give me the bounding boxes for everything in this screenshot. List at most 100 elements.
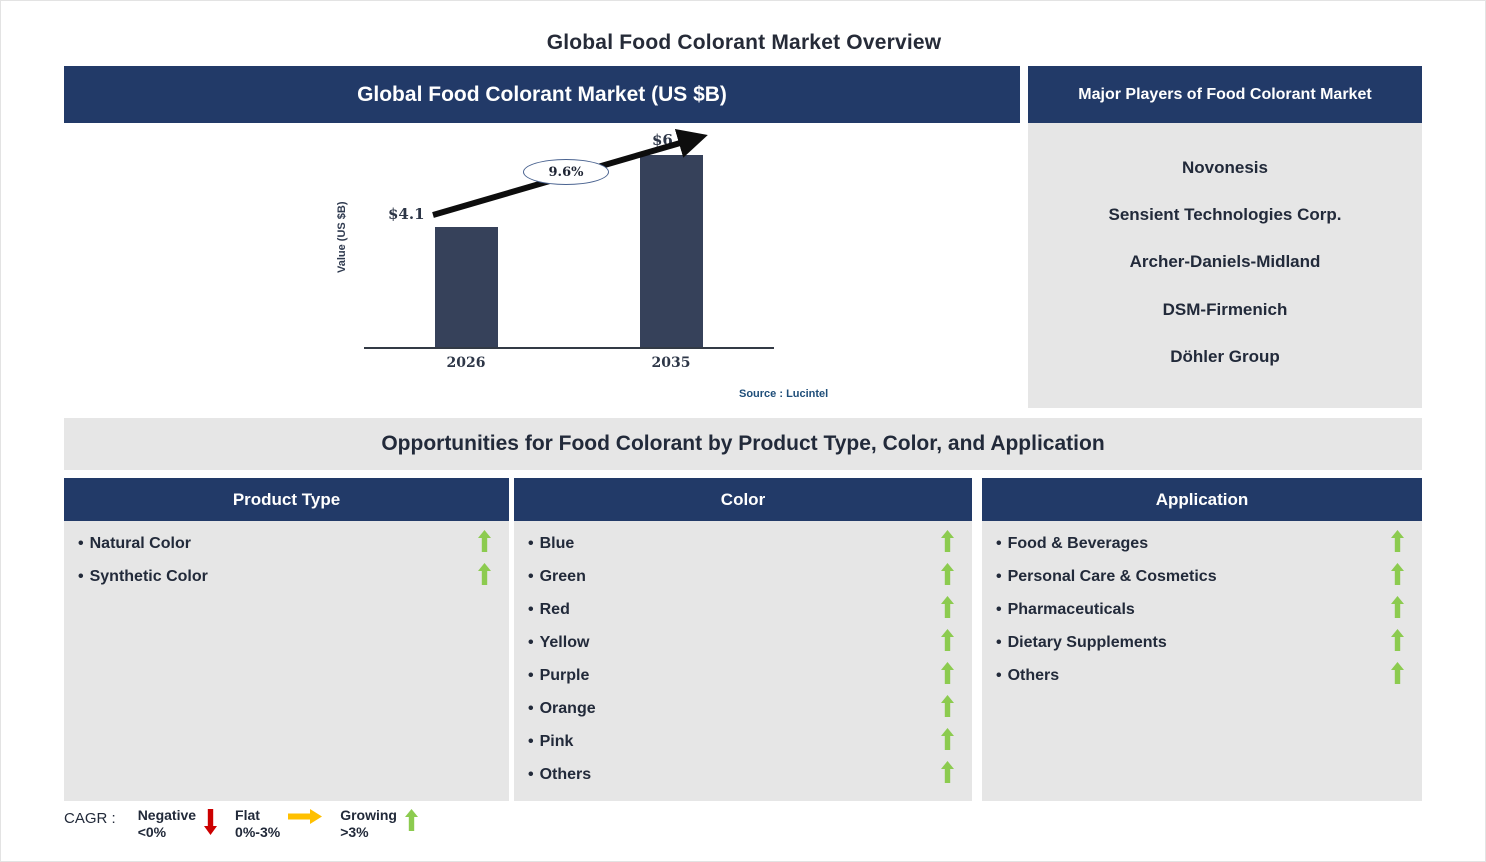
list-item: • Pink	[514, 725, 972, 758]
bullet-icon: •	[528, 600, 534, 618]
arrow-up-icon	[1391, 596, 1404, 618]
cagr-legend-entry-icon	[288, 809, 323, 829]
bullet-icon: •	[996, 567, 1002, 585]
bar-chart: Value (US $B) $4.1 $6.5 2026 2035 9.6% S…	[64, 123, 1020, 413]
trend-indicator	[941, 695, 954, 722]
trend-indicator	[941, 629, 954, 656]
arrow-up-icon	[941, 695, 954, 717]
list-item-label: • Purple	[528, 666, 590, 684]
cagr-legend-entries: Negative <0% Flat 0%-3% Growing >3%	[138, 807, 436, 841]
list-item: • Personal Care & Cosmetics	[982, 560, 1422, 593]
arrow-up-icon	[941, 563, 954, 585]
list-item-label: • Food & Beverages	[996, 534, 1149, 552]
cagr-legend-entry-text: Growing >3%	[340, 807, 397, 840]
bullet-icon: •	[996, 666, 1002, 684]
arrow-up-icon	[941, 530, 954, 552]
trend-indicator	[1391, 629, 1404, 656]
list-item: • Dietary Supplements	[982, 626, 1422, 659]
cagr-legend-title: CAGR :	[64, 810, 116, 827]
page-title: Global Food Colorant Market Overview	[546, 31, 942, 54]
list-item-label: • Red	[528, 600, 570, 618]
bullet-icon: •	[528, 732, 534, 750]
column-header-application: Application	[982, 478, 1422, 521]
cagr-legend-entry-icon	[204, 809, 218, 840]
list-item: • Blue	[514, 527, 972, 560]
column-header-product-type: Product Type	[64, 478, 509, 521]
cagr-legend-entry-text: Negative <0%	[137, 807, 197, 840]
list-item-label: • Others	[996, 666, 1060, 684]
column-header-label: Product Type	[232, 489, 341, 509]
arrow-up-icon	[941, 728, 954, 750]
bullet-icon: •	[78, 567, 84, 585]
trend-indicator	[941, 596, 954, 623]
list-item-label: • Personal Care & Cosmetics	[996, 567, 1217, 585]
cagr-legend-entry-icon	[404, 809, 418, 836]
x-axis-line	[364, 347, 774, 349]
list-item-label: • Pink	[528, 732, 574, 750]
arrow-up-icon	[941, 596, 954, 618]
list-item-label: • Orange	[528, 699, 596, 717]
opportunities-band-title: Opportunities for Food Colorant by Produ…	[381, 432, 1105, 455]
players-list: Novonesis Sensient Technologies Corp. Ar…	[1028, 123, 1422, 408]
arrow-up-icon	[1391, 530, 1404, 552]
bullet-icon: •	[996, 534, 1002, 552]
trend-indicator	[1391, 563, 1404, 590]
x-tick-2035: 2035	[651, 355, 691, 371]
list-item: Sensient Technologies Corp.	[1108, 205, 1342, 225]
cagr-legend: CAGR : Negative <0% Flat 0%-3% Growing >3%	[64, 807, 664, 857]
list-item: • Natural Color	[64, 527, 509, 560]
trend-indicator	[1391, 596, 1404, 623]
bullet-icon: •	[528, 765, 534, 783]
list-item-label: • Natural Color	[78, 534, 191, 552]
bar-2026	[435, 227, 498, 347]
trend-indicator	[941, 563, 954, 590]
bar-2035	[640, 155, 703, 347]
list-item: • Food & Beverages	[982, 527, 1422, 560]
column-body-color: • Blue • Green • Red • Yellow • Purple • Orange • Pin…	[514, 521, 972, 801]
source-note: Source : Lucintel	[739, 388, 829, 400]
list-item: DSM-Firmenich	[1162, 299, 1288, 319]
bullet-icon: •	[528, 666, 534, 684]
trend-indicator	[941, 662, 954, 689]
trend-indicator	[478, 530, 491, 557]
cagr-value: 9.6%	[548, 164, 584, 180]
column-header-label: Application	[1155, 489, 1249, 509]
arrow-up-icon	[941, 662, 954, 684]
arrow-up-icon	[1391, 662, 1404, 684]
list-item-label: • Others	[528, 765, 592, 783]
chart-panel-header-label: Global Food Colorant Market (US $B)	[357, 82, 727, 106]
cagr-legend-entry-range: 0%-3%	[235, 824, 281, 840]
list-item: Archer-Daniels-Midland	[1129, 252, 1321, 272]
trend-indicator	[941, 530, 954, 557]
trend-indicator	[478, 563, 491, 590]
list-item: • Green	[514, 560, 972, 593]
list-item: • Synthetic Color	[64, 560, 509, 593]
list-item: • Purple	[514, 659, 972, 692]
arrow-up-icon	[1391, 629, 1404, 651]
column-body-application: • Food & Beverages • Personal Care & Cosmet…	[982, 521, 1422, 801]
arrow-right-icon	[288, 809, 323, 824]
list-item-label: • Pharmaceuticals	[996, 600, 1135, 618]
bar-value-2035: $6.5	[652, 131, 689, 149]
list-item-label: • Yellow	[528, 633, 590, 651]
cagr-callout: 9.6%	[523, 159, 609, 185]
list-item-label: • Blue	[528, 534, 575, 552]
list-item: Novonesis	[1182, 158, 1268, 178]
bullet-icon: •	[528, 633, 534, 651]
bullet-icon: •	[528, 534, 534, 552]
list-item: • Yellow	[514, 626, 972, 659]
chart-panel-body: Value (US $B) $4.1 $6.5 2026 2035 9.6% S…	[64, 123, 1020, 413]
x-tick-2026: 2026	[446, 355, 486, 371]
list-item-label: • Dietary Supplements	[996, 633, 1167, 651]
column-header-label: Color	[720, 489, 766, 509]
chart-panel-header: Global Food Colorant Market (US $B)	[64, 66, 1020, 123]
arrow-up-icon	[404, 809, 418, 831]
players-panel-header-label: Major Players of Food Colorant Market	[1078, 85, 1372, 103]
arrow-down-icon	[204, 809, 218, 835]
list-item-label: • Green	[528, 567, 586, 585]
cagr-legend-entry-range: >3%	[340, 824, 369, 840]
bullet-icon: •	[996, 600, 1002, 618]
arrow-up-icon	[941, 761, 954, 783]
trend-indicator	[1391, 530, 1404, 557]
